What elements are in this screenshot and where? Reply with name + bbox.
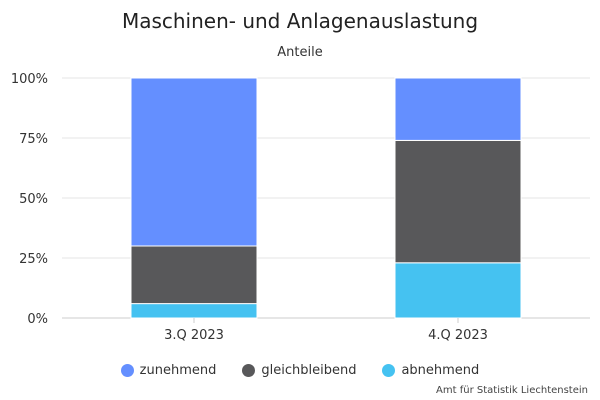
bar-segment	[394, 139, 522, 264]
legend: zunehmend gleichbleibend abnehmend	[0, 363, 600, 378]
legend-swatch	[382, 364, 396, 377]
legend-item[interactable]: abnehmend	[382, 363, 479, 378]
bars	[130, 77, 522, 319]
legend-label: abnehmend	[401, 363, 480, 378]
x-axis: 3.Q 2023 4.Q 2023	[164, 318, 488, 343]
y-tick-label: 0%	[27, 312, 48, 327]
legend-item[interactable]: gleichbleibend	[242, 363, 356, 378]
source-credit: Amt für Statistik Liechtenstein	[436, 385, 588, 396]
bar-segment	[394, 262, 522, 319]
chart-title: Maschinen- und Anlagenauslastung	[122, 9, 478, 33]
legend-label: gleichbleibend	[261, 363, 357, 378]
chart-subtitle: Anteile	[277, 45, 322, 60]
x-tick-label: 4.Q 2023	[428, 328, 488, 343]
y-tick-label: 50%	[19, 192, 48, 207]
x-tick-label: 3.Q 2023	[164, 328, 224, 343]
legend-label: zunehmend	[139, 363, 217, 378]
bar-segment	[394, 77, 522, 141]
y-tick-label: 75%	[19, 132, 48, 147]
bar-segment	[130, 303, 258, 319]
legend-swatch	[120, 364, 134, 377]
y-tick-label: 100%	[11, 72, 48, 87]
legend-item[interactable]: zunehmend	[120, 363, 217, 378]
y-axis: 0% 25% 50% 75% 100%	[11, 72, 48, 327]
bar-segment	[130, 245, 258, 305]
bar-segment	[130, 77, 258, 247]
legend-swatch	[242, 364, 256, 377]
y-tick-label: 25%	[19, 252, 48, 267]
